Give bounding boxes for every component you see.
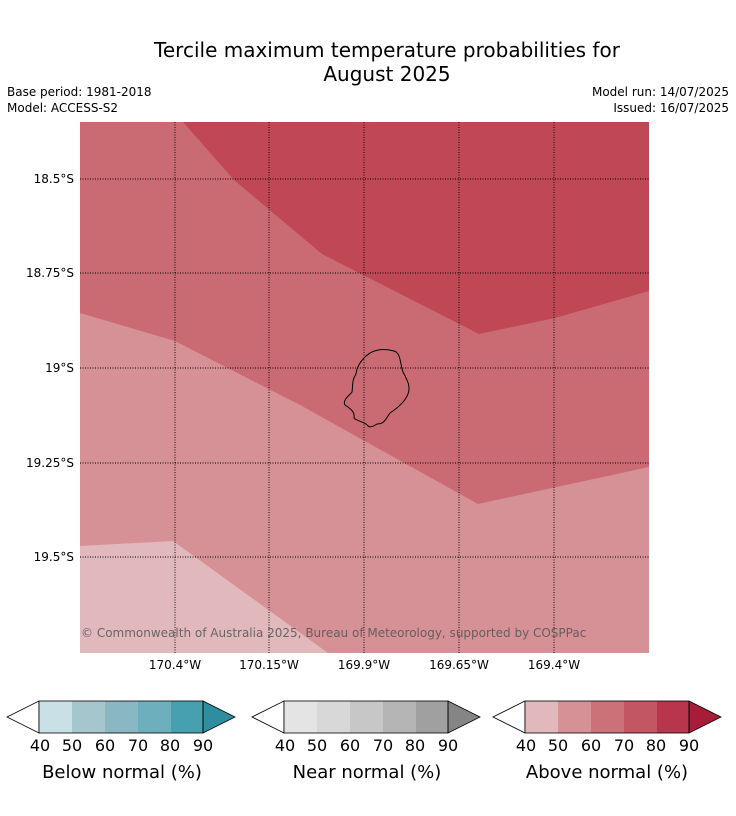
colorbar-above-segment xyxy=(525,701,558,733)
lon-label: 169.4°W xyxy=(527,658,581,672)
base-period: Base period: 1981-2018 xyxy=(7,85,152,99)
colorbar-above-segment xyxy=(624,701,657,733)
model-run: Model run: 14/07/2025 xyxy=(591,85,729,99)
colorbar-below-segment xyxy=(105,701,138,733)
title-line-1: Tercile maximum temperature probabilitie… xyxy=(154,38,620,62)
tick-label: 70 xyxy=(613,736,635,755)
lat-label: 18.75°S xyxy=(26,266,74,280)
colorbar-near-label: Near normal (%) xyxy=(292,762,442,783)
colorbar-below xyxy=(6,700,236,734)
colorbar-near-segment xyxy=(284,701,317,733)
tick-label: 60 xyxy=(339,736,361,755)
colorbar-above-segment xyxy=(657,701,689,733)
tick-label: 40 xyxy=(515,736,537,755)
tick-label: 50 xyxy=(306,736,328,755)
colorbar-above xyxy=(492,700,722,734)
colorbar-below-label: Below normal (%) xyxy=(42,762,202,783)
zone-40-50 xyxy=(80,541,328,653)
graticule xyxy=(80,122,649,653)
lat-label: 19.5°S xyxy=(33,550,74,564)
colorbar-near-segment xyxy=(317,701,350,733)
issued-date: Issued: 16/07/2025 xyxy=(613,101,729,115)
zone-70-80 xyxy=(183,122,649,334)
title-line-2: August 2025 xyxy=(323,62,451,86)
lat-label: 18.5°S xyxy=(33,172,74,186)
lon-label: 169.65°W xyxy=(429,658,489,672)
colorbar-above-extend xyxy=(689,701,721,733)
meta-right: Model run: 14/07/2025 Issued: 16/07/2025 xyxy=(592,84,729,116)
tick-label: 80 xyxy=(404,736,426,755)
colorbar-near-segment xyxy=(383,701,416,733)
lat-label: 19.25°S xyxy=(26,456,74,470)
lon-label: 169.9°W xyxy=(337,658,391,672)
tick-label: 40 xyxy=(274,736,296,755)
tick-label: 60 xyxy=(94,736,116,755)
colorbar-near-segment xyxy=(350,701,383,733)
map-title: Tercile maximum temperature probabilitie… xyxy=(0,38,736,86)
tick-label: 70 xyxy=(372,736,394,755)
colorbar-near xyxy=(251,700,481,734)
colorbar-below-segment xyxy=(39,701,72,733)
tick-label: 80 xyxy=(645,736,667,755)
tick-label: 80 xyxy=(159,736,181,755)
colorbar-below-segment xyxy=(138,701,171,733)
tick-label: 60 xyxy=(580,736,602,755)
tick-label: 50 xyxy=(61,736,83,755)
lat-label: 19°S xyxy=(45,361,74,375)
lon-label: 170.15°W xyxy=(239,658,299,672)
colorbar-above-segment xyxy=(591,701,624,733)
meta-left: Base period: 1981-2018 Model: ACCESS-S2 xyxy=(7,84,152,116)
island-outline xyxy=(343,348,410,428)
model-name: Model: ACCESS-S2 xyxy=(7,101,119,115)
tick-label: 90 xyxy=(437,736,459,755)
colorbar-below-segment xyxy=(72,701,105,733)
tick-label: 50 xyxy=(547,736,569,755)
colorbar-near-extend xyxy=(448,701,480,733)
colorbar-above-label: Above normal (%) xyxy=(525,762,689,783)
tick-label: 90 xyxy=(678,736,700,755)
colorbar-below-extend xyxy=(203,701,235,733)
tick-label: 40 xyxy=(29,736,51,755)
probability-map: © Commonwealth of Australia 2025, Bureau… xyxy=(80,122,649,653)
tick-label: 70 xyxy=(127,736,149,755)
colorbar-near-segment xyxy=(416,701,448,733)
copyright-notice: © Commonwealth of Australia 2025, Bureau… xyxy=(81,626,586,640)
lon-label: 170.4°W xyxy=(148,658,202,672)
tick-label: 90 xyxy=(192,736,214,755)
colorbar-above-segment xyxy=(558,701,591,733)
colorbar-below-segment xyxy=(171,701,203,733)
